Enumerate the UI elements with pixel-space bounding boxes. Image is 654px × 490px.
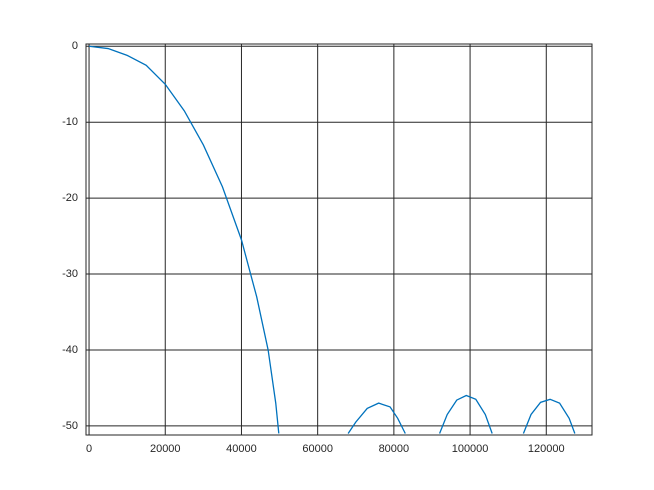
line	[88, 45, 576, 434]
x-tick-label: 80000	[379, 443, 410, 455]
axes-box	[85, 43, 593, 436]
x-tick-label: 40000	[226, 443, 257, 455]
x-tick-label: 100000	[452, 443, 489, 455]
x-tick-label: 0	[86, 443, 92, 455]
y-tick-label: -40	[62, 344, 78, 356]
y-tick-label: -30	[62, 268, 78, 280]
y-tick-label: 0	[72, 40, 78, 52]
y-tick-label: -10	[62, 116, 78, 128]
y-tick-label: -20	[62, 192, 78, 204]
x-tick-label: 20000	[150, 443, 181, 455]
x-tick-label: 60000	[302, 443, 333, 455]
x-tick-label: 120000	[528, 443, 565, 455]
y-tick-label: -50	[62, 420, 78, 432]
